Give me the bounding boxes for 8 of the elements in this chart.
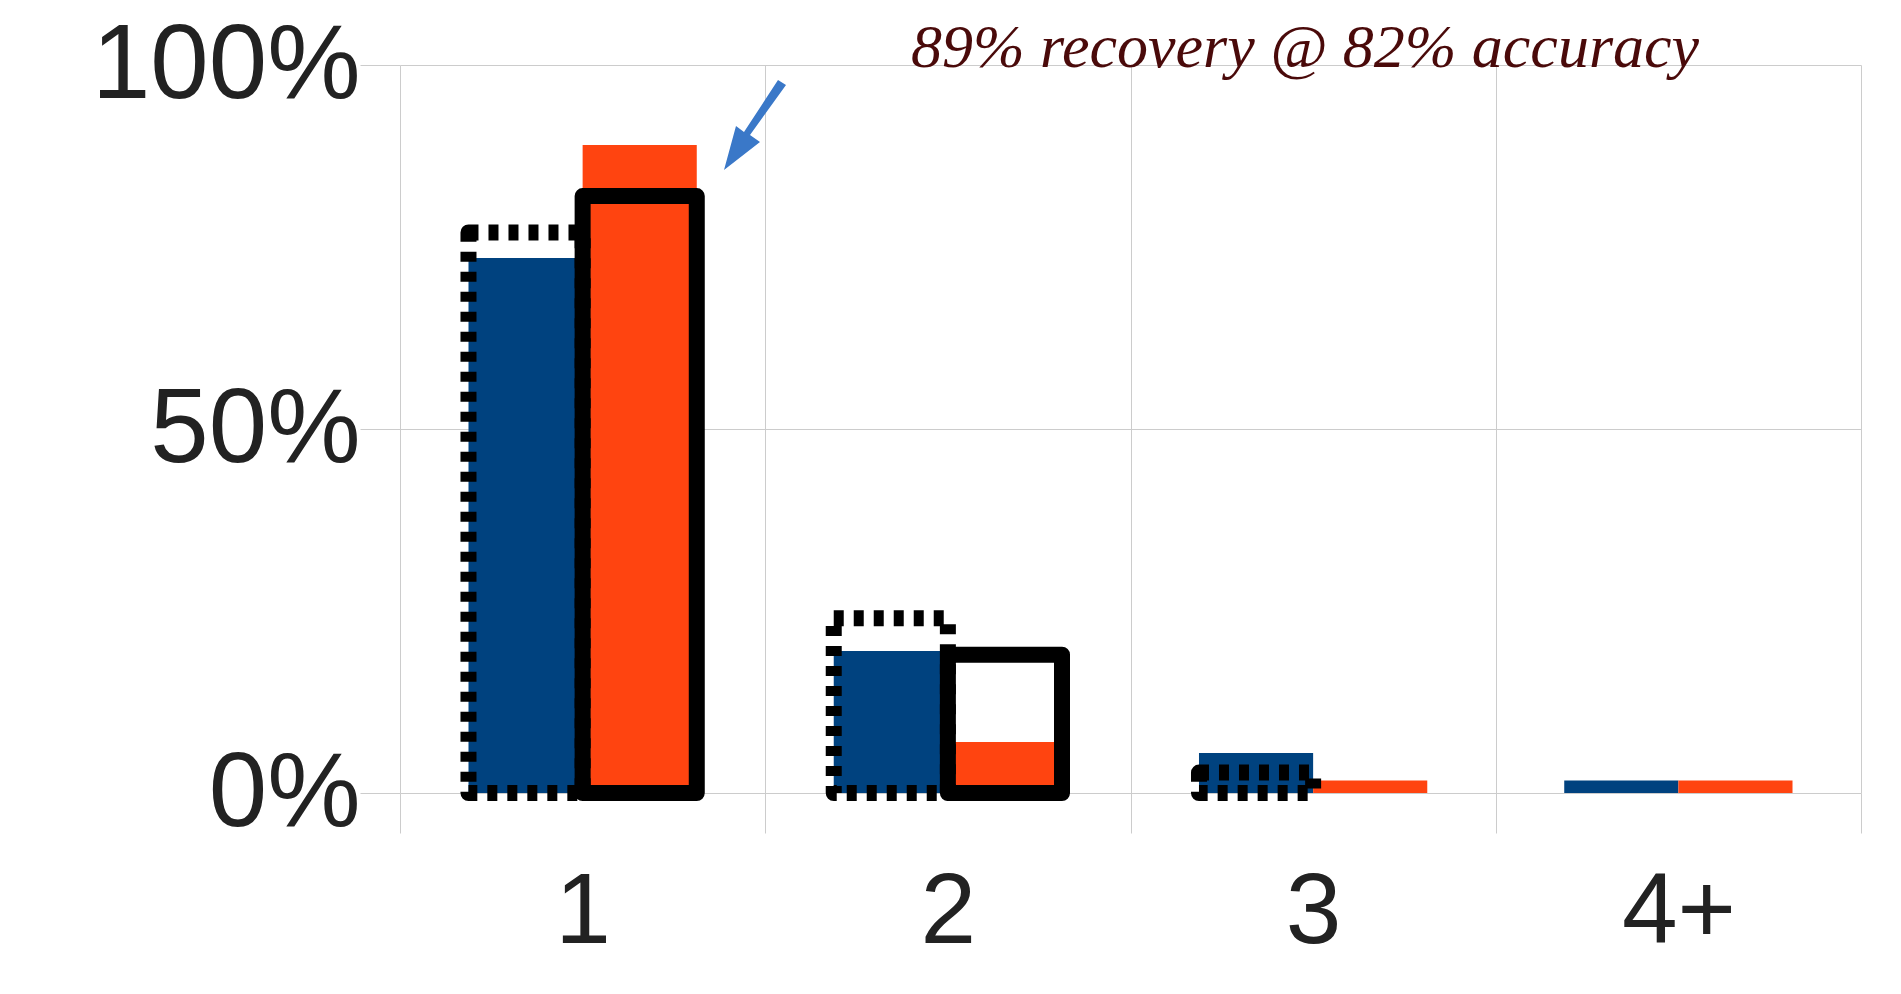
annotation: 89% recovery @ 82% accuracy (910, 12, 1700, 80)
x-tick-label: 2 (920, 851, 977, 964)
y-tick-label: 50% (150, 366, 361, 484)
x-tick-label: 3 (1285, 851, 1342, 964)
y-tick-label: 0% (208, 730, 361, 848)
y-tick-label: 100% (91, 2, 361, 120)
x-tick-label: 1 (555, 851, 611, 964)
x-tick-label: 4+ (1621, 851, 1736, 964)
